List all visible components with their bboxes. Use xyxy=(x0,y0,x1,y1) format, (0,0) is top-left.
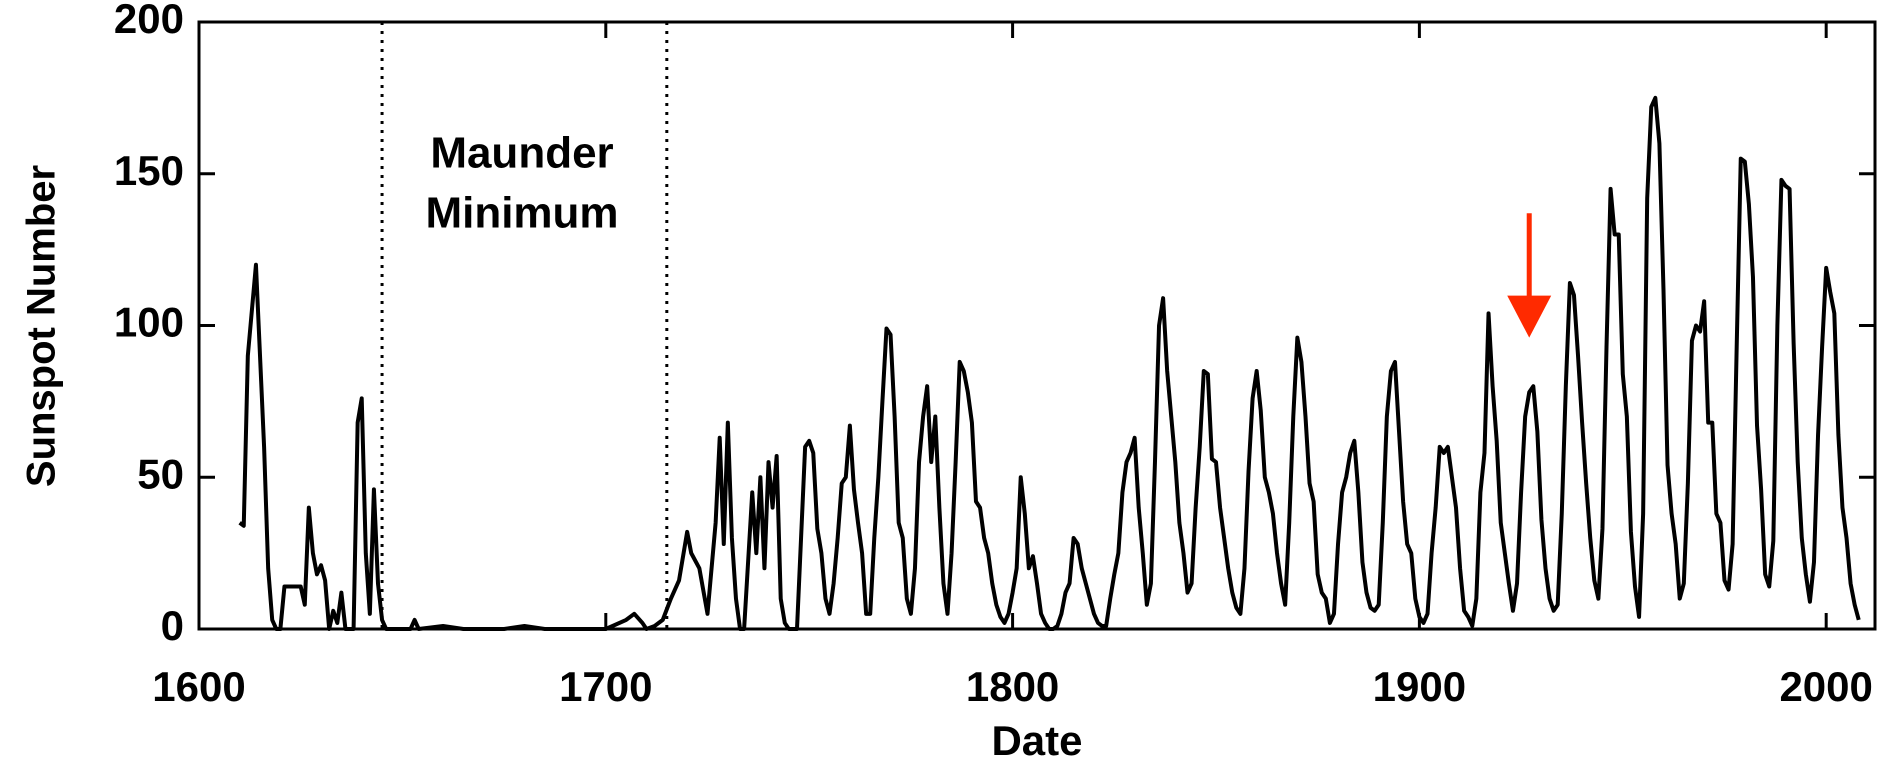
y-tick-label: 100 xyxy=(114,299,184,346)
arrow-head xyxy=(1507,295,1552,338)
y-tick-label: 200 xyxy=(114,0,184,42)
x-tick-label: 1800 xyxy=(966,663,1059,710)
x-axis-label: Date xyxy=(991,717,1082,764)
y-tick-label: 150 xyxy=(114,147,184,194)
annotation: Minimum xyxy=(425,189,618,238)
y-tick-label: 0 xyxy=(161,602,184,649)
y-axis-label: Sunspot Number xyxy=(20,165,64,487)
x-tick-label: 1700 xyxy=(559,663,652,710)
annotation: Maunder xyxy=(430,129,613,178)
data-line xyxy=(238,95,1861,631)
x-tick-label: 1900 xyxy=(1373,663,1466,710)
x-tick-label: 2000 xyxy=(1779,663,1872,710)
x-tick-label: 1600 xyxy=(152,663,245,710)
y-tick-label: 50 xyxy=(137,450,184,497)
plot-frame xyxy=(197,20,1877,631)
